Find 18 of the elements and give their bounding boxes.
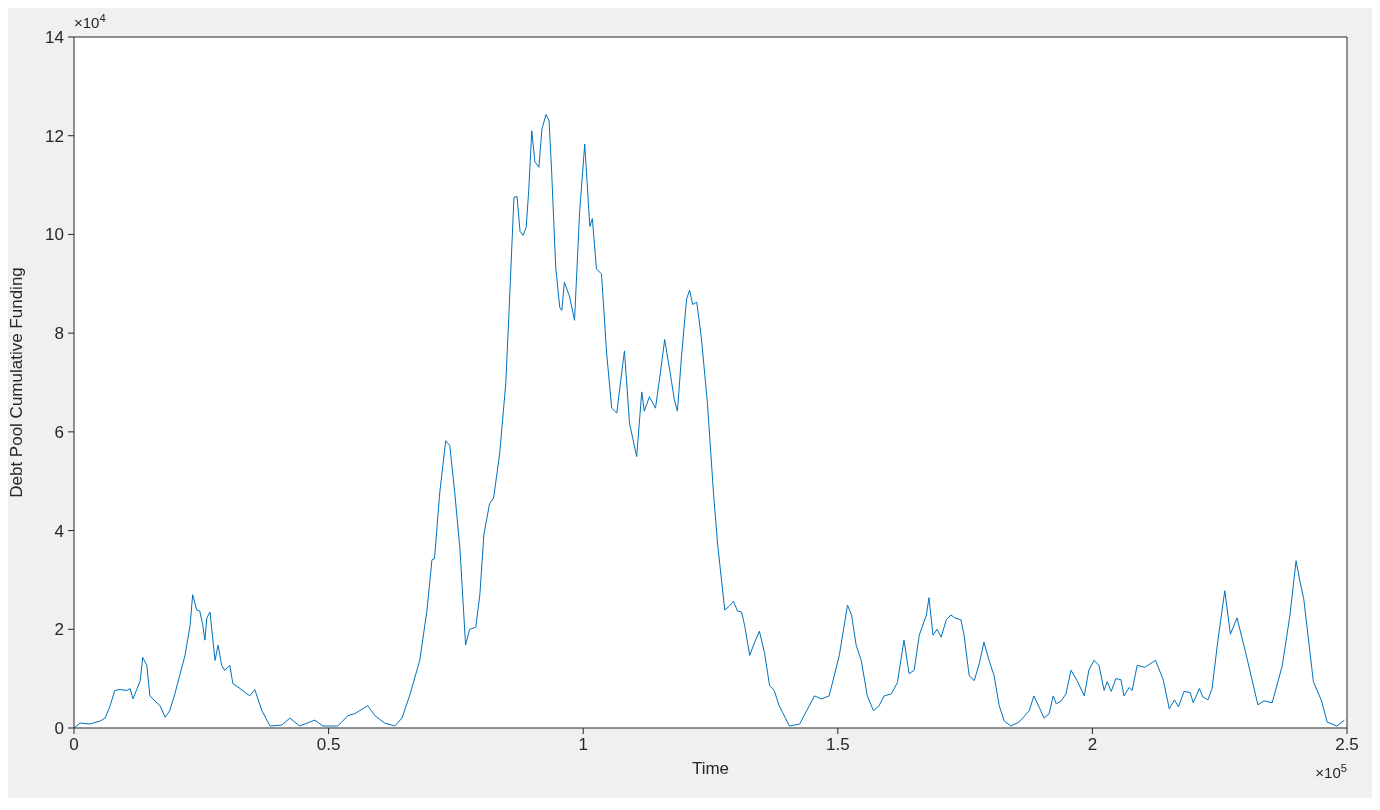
- text: ×10$^{5}$: [1315, 762, 1347, 781]
- x-tick-label: 0.5: [316, 735, 341, 755]
- text: ×10$^{4}$: [74, 12, 106, 31]
- y-tick-label: 4: [54, 521, 64, 541]
- y-tick-label: 0: [54, 719, 64, 739]
- y-tick-label: 12: [45, 126, 64, 146]
- x-tick-label: 0: [69, 735, 79, 755]
- x-tick-label: 1: [578, 735, 588, 755]
- y-tick-label: 10: [45, 225, 64, 245]
- y-tick-label: 14: [45, 28, 64, 48]
- y-axis-title: Debt Pool Cumulative Funding: [7, 267, 27, 498]
- x-tick-label: 2: [1087, 735, 1098, 755]
- y-tick-label: 6: [54, 422, 64, 442]
- y-tick-label: 8: [54, 324, 64, 344]
- x-axis-title: Time: [691, 759, 730, 778]
- y-tick-label: 2: [54, 620, 64, 640]
- x-tick-label: 1.5: [825, 735, 850, 755]
- x-tick-label: 2.5: [1335, 735, 1359, 755]
